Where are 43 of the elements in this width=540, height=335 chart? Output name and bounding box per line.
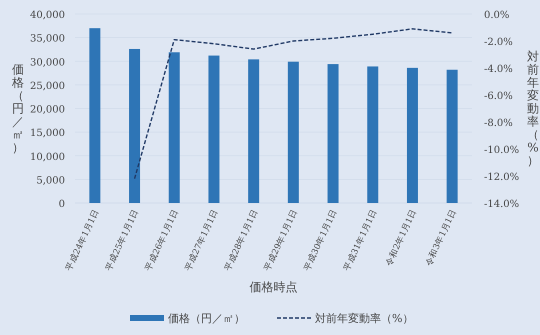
bar (89, 28, 100, 203)
legend-label: 価格（円／㎡） (168, 312, 245, 325)
bar (129, 48, 140, 203)
y-tick-label: 20,000 (30, 104, 65, 116)
y2-tick-label: -10.0% (484, 145, 520, 156)
x-tick-label: 平成30年1月1日 (302, 208, 340, 273)
y-tick-label: 0 (58, 199, 65, 210)
x-tick-label: 令和2年1月1日 (383, 208, 420, 268)
y-tick-label: 15,000 (30, 128, 65, 140)
y2-tick-label: 0.0% (484, 10, 510, 21)
bar (288, 62, 299, 203)
x-tick-label: 平成28年1月1日 (222, 208, 260, 273)
y-tick-label: 35,000 (30, 34, 65, 45)
x-tick-label: 平成24年1月1日 (63, 208, 102, 273)
text: 対前年変動率（%） (527, 50, 539, 168)
x-tick-label: 平成29年1月1日 (262, 208, 300, 273)
y2-tick-label: -12.0% (484, 172, 520, 183)
x-tick-label: 平成27年1月1日 (182, 208, 221, 273)
bar (168, 52, 180, 203)
x-tick-label: 平成26年1月1日 (142, 208, 181, 273)
x-tick-label: 平成31年1月1日 (341, 208, 380, 273)
bar (367, 66, 378, 203)
y-tick-label: 40,000 (30, 10, 65, 21)
y2-tick-label: -6.0% (484, 91, 513, 102)
y-tick-label: 25,000 (30, 80, 65, 92)
y-tick-label: 5,000 (36, 175, 65, 186)
legend-label: 対前年変動率（%） (315, 312, 414, 325)
y2-tick-label: -14.0% (484, 199, 520, 210)
line-series (134, 28, 453, 180)
x-tick-label: 平成25年1月1日 (103, 208, 142, 273)
y2-tick-label: -4.0% (484, 64, 513, 75)
y2-tick-label: -8.0% (484, 118, 513, 129)
y-tick-label: 10,000 (30, 152, 65, 163)
x-axis-title: 価格時点 (250, 280, 298, 294)
bar (446, 70, 458, 203)
bar (248, 59, 260, 203)
y-tick-label: 30,000 (30, 57, 65, 68)
bar (208, 56, 220, 203)
x-tick-label: 令和3年1月1日 (423, 208, 459, 268)
bar (406, 68, 418, 203)
y-axis-title: 価格（円／㎡） (11, 62, 24, 154)
y2-tick-label: -2.0% (484, 37, 513, 48)
bar (328, 64, 339, 203)
